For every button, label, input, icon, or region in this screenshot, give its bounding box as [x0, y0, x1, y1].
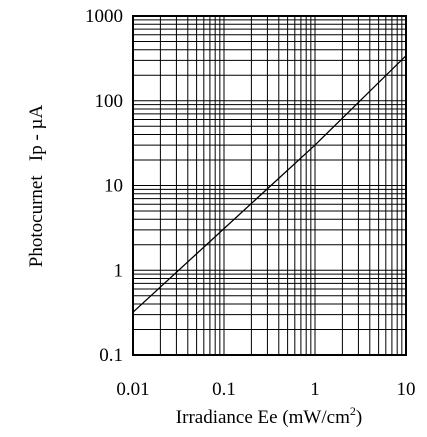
y-tick-labels: 0.1 1 10 100 1000 [85, 6, 123, 366]
y-tick-label: 0.1 [99, 345, 123, 366]
y-axis-label: Photocurnet Ip - µA [26, 105, 47, 268]
x-tick-labels: 0.01 0.1 1 10 [116, 379, 415, 400]
x-tick-label: 0.01 [116, 379, 149, 400]
y-tick-label: 100 [95, 91, 124, 112]
x-axis-label: Irradiance Ee (mW/cm2) [176, 404, 362, 428]
x-tick-label: 0.1 [212, 379, 236, 400]
y-tick-label: 1000 [85, 6, 123, 27]
series-line-0 [132, 55, 407, 313]
x-tick-label: 10 [397, 379, 416, 400]
plot-frame [132, 15, 407, 356]
y-tick-label: 1 [114, 260, 124, 281]
x-axis-label-main: Irradiance Ee (mW/cm [176, 407, 350, 428]
x-tick-label: 1 [310, 379, 320, 400]
x-axis-label-suffix: ) [356, 407, 362, 428]
x-axis-label-superscript: 2 [350, 404, 356, 418]
y-tick-label: 10 [104, 176, 123, 197]
grid-layer [133, 16, 406, 355]
series-layer [132, 55, 407, 313]
